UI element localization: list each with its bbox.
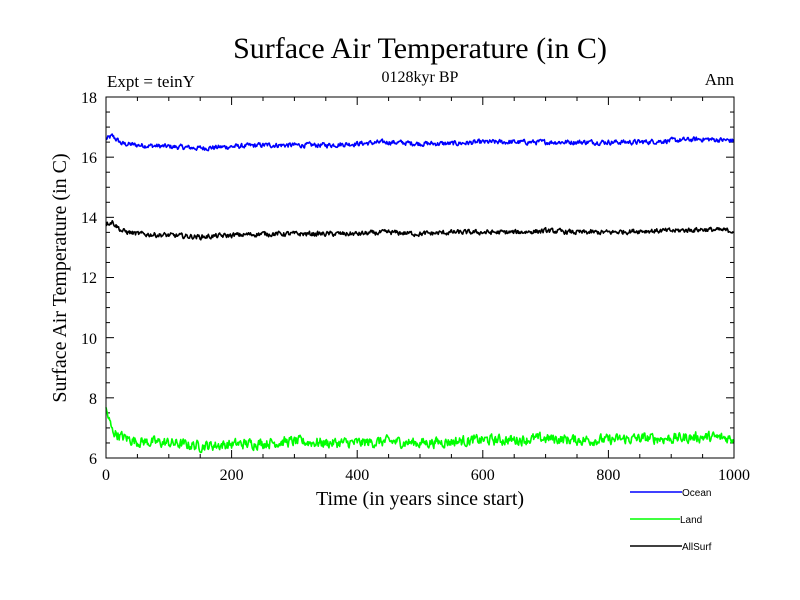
x-axis-label: Time (in years since start) xyxy=(316,488,524,510)
legend-label: Ocean xyxy=(682,488,711,499)
y-tick-label: 6 xyxy=(89,451,97,468)
x-tick-label: 1000 xyxy=(718,467,750,484)
x-tick-labels: 0 200 400 600 800 1000 xyxy=(102,467,750,484)
legend: Ocean Land AllSurf xyxy=(630,488,712,553)
legend-item-ocean: Ocean xyxy=(630,488,711,499)
x-tick-label: 800 xyxy=(596,467,620,484)
y-tick-label: 12 xyxy=(81,270,97,287)
y-axis-label: Surface Air Temperature (in C) xyxy=(49,153,71,402)
season-label: Ann xyxy=(705,70,735,89)
axis-ticks xyxy=(105,96,735,459)
x-tick-label: 400 xyxy=(345,467,369,484)
y-tick-label: 16 xyxy=(81,150,97,167)
series-line-land xyxy=(105,407,735,454)
data-series xyxy=(105,133,735,454)
legend-label: Land xyxy=(680,515,702,526)
experiment-label: Expt = teinY xyxy=(107,72,195,91)
plot-frame xyxy=(105,96,735,459)
y-tick-labels: 6 8 10 12 14 16 18 xyxy=(81,90,97,468)
legend-item-allsurf: AllSurf xyxy=(630,542,712,553)
y-tick-label: 14 xyxy=(81,210,97,227)
x-tick-label: 200 xyxy=(220,467,244,484)
legend-item-land: Land xyxy=(630,515,702,526)
series-line-allsurf xyxy=(105,219,735,241)
y-tick-label: 10 xyxy=(81,331,97,348)
y-tick-label: 8 xyxy=(89,391,97,408)
y-tick-label: 18 xyxy=(81,90,97,107)
series-line-ocean xyxy=(105,133,735,152)
x-tick-label: 600 xyxy=(471,467,495,484)
legend-label: AllSurf xyxy=(682,542,712,553)
x-tick-label: 0 xyxy=(102,467,110,484)
chart-subtitle: 0128kyr BP xyxy=(382,69,459,86)
chart-title: Surface Air Temperature (in C) xyxy=(233,32,607,65)
